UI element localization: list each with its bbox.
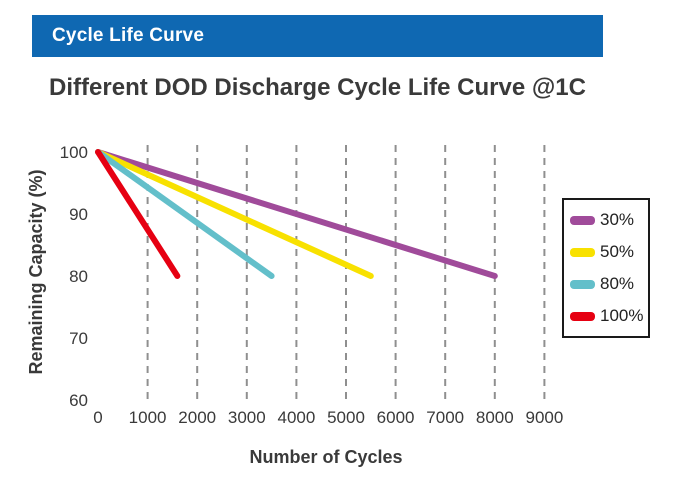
legend-swatch-30% (570, 215, 595, 225)
legend-item-100%: 100% (570, 306, 644, 326)
y-tick-label-70: 70 (69, 329, 88, 348)
x-axis-title: Number of Cycles (249, 447, 403, 467)
y-tick-label-60: 60 (69, 391, 88, 410)
x-tick-label-0: 0 (93, 408, 102, 427)
legend-label-50%: 50% (600, 242, 635, 261)
x-tick-label-2000: 2000 (178, 408, 216, 427)
series-line-80% (95, 149, 275, 279)
series-line-30% (95, 149, 498, 279)
banner-title: Cycle Life Curve (52, 25, 205, 46)
x-tick-label-4000: 4000 (277, 408, 315, 427)
x-tick-label-6000: 6000 (377, 408, 415, 427)
x-tick-label-3000: 3000 (228, 408, 266, 427)
y-axis-title: Remaining Capacity (%) (26, 169, 46, 375)
legend-label-100%: 100% (600, 306, 644, 325)
legend-label-80%: 80% (600, 274, 635, 293)
x-tick-label-1000: 1000 (129, 408, 167, 427)
x-tick-label-5000: 5000 (327, 408, 365, 427)
header-banner: Cycle Life Curve (32, 15, 603, 57)
legend-swatch-80% (570, 279, 595, 289)
x-tick-label-8000: 8000 (476, 408, 514, 427)
series-line-50% (95, 149, 374, 279)
legend-swatch-50% (570, 247, 595, 257)
chart-title: Different DOD Discharge Cycle Life Curve… (49, 74, 586, 101)
y-tick-label-100: 100 (60, 143, 88, 162)
legend-item-80%: 80% (570, 274, 642, 294)
x-tick-label-7000: 7000 (426, 408, 464, 427)
series-line-100% (95, 149, 181, 279)
legend-item-30%: 30% (570, 210, 642, 230)
legend: 30% 50% 80% 100% (562, 198, 650, 338)
legend-item-50%: 50% (570, 242, 642, 262)
legend-swatch-100% (570, 311, 595, 321)
y-tick-label-90: 90 (69, 205, 88, 224)
y-tick-label-80: 80 (69, 267, 88, 286)
x-tick-label-9000: 9000 (525, 408, 563, 427)
legend-label-30%: 30% (600, 210, 635, 229)
